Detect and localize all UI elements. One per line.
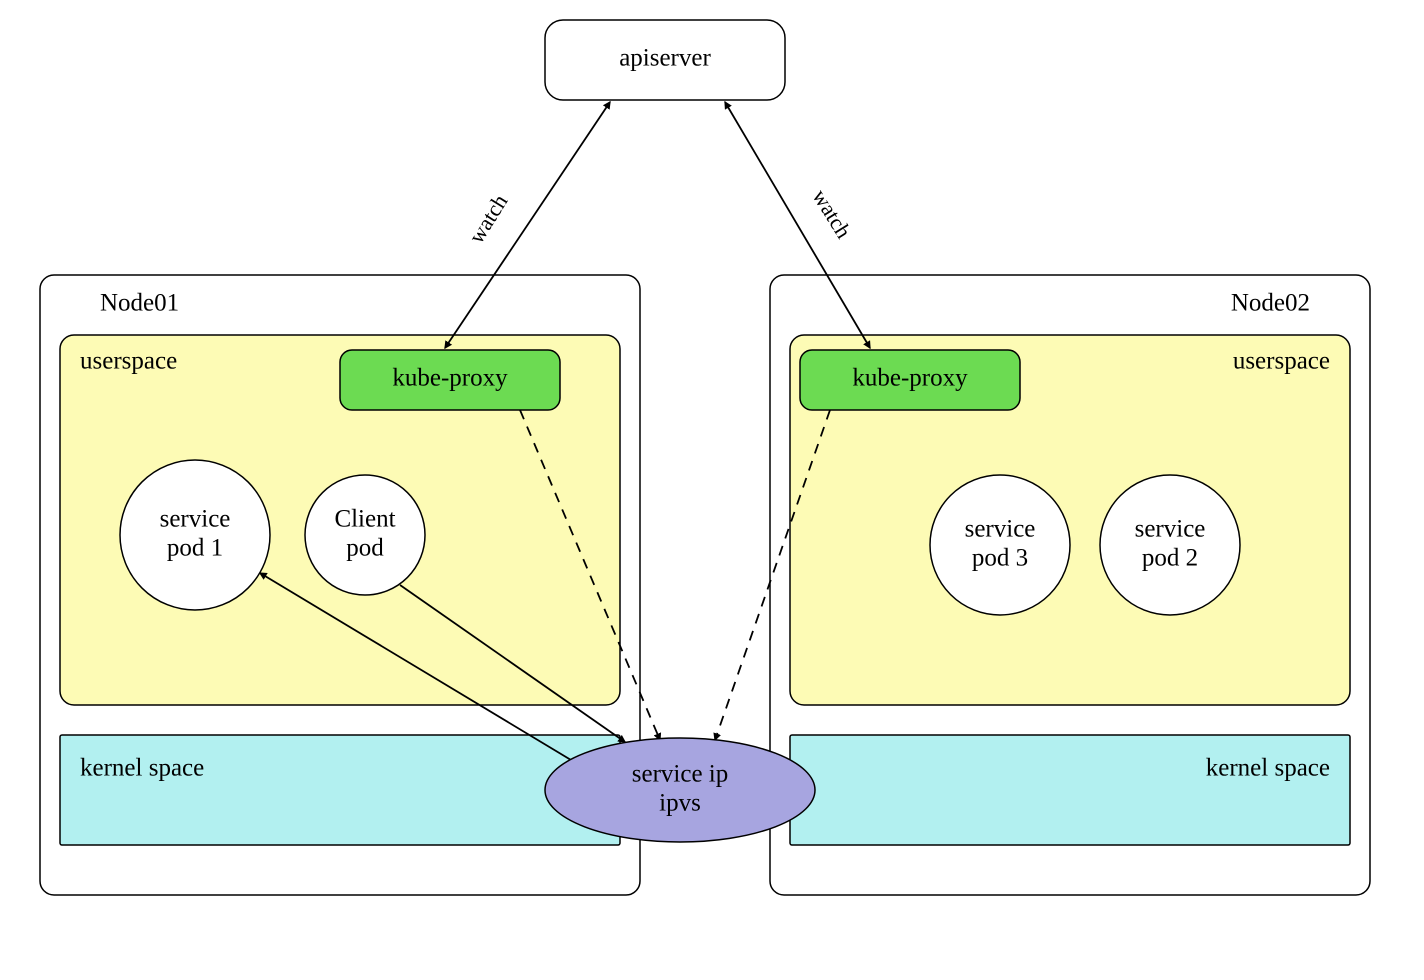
svg-text:apiserver: apiserver: [619, 45, 711, 72]
svg-text:watch: watch: [463, 190, 512, 248]
svg-text:userspace: userspace: [1233, 348, 1330, 375]
kernel1: [60, 735, 620, 845]
svg-text:servicepod 3: servicepod 3: [965, 515, 1036, 571]
svg-text:servicepod 1: servicepod 1: [160, 505, 231, 561]
svg-text:kube-proxy: kube-proxy: [392, 365, 508, 392]
svg-text:kernel space: kernel space: [1206, 755, 1330, 782]
svg-text:watch: watch: [808, 185, 857, 243]
svg-text:userspace: userspace: [80, 348, 177, 375]
svg-text:servicepod 2: servicepod 2: [1135, 515, 1206, 571]
svg-text:Node02: Node02: [1231, 290, 1310, 317]
svg-text:kube-proxy: kube-proxy: [852, 365, 968, 392]
architecture-diagram: Node01 Node02 userspace userspace kernel spa…: [0, 0, 1424, 980]
svg-text:kernel space: kernel space: [80, 755, 204, 782]
svg-text:Node01: Node01: [100, 290, 179, 317]
kernel2: [790, 735, 1350, 845]
